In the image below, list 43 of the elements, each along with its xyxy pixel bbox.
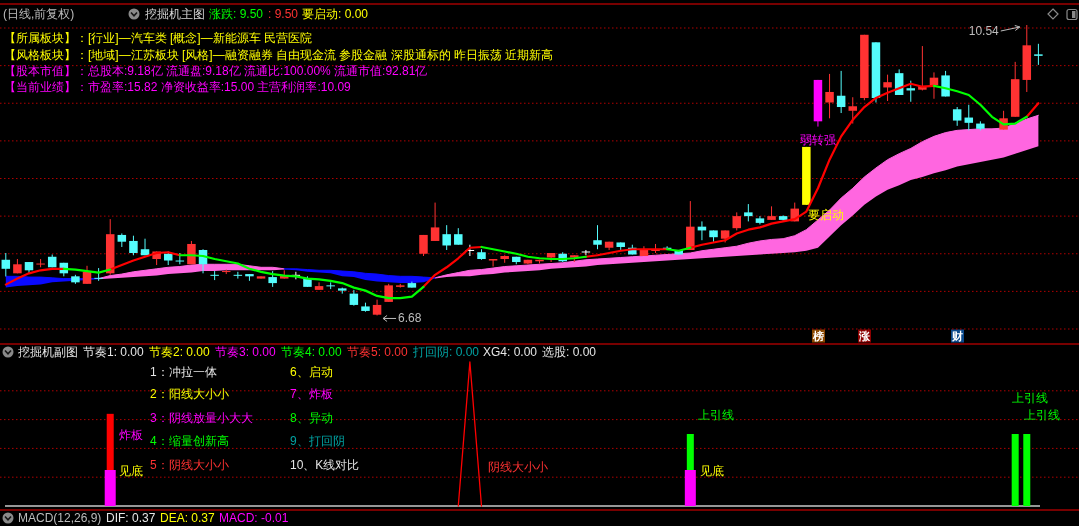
- text: 节奏2: 0.00: [149, 345, 211, 359]
- annotation: 【股本市值】：总股本:9.18亿 流通盘:9.18亿 流通比:100.00% 流通市值:92.81亿: [4, 64, 428, 78]
- text: 节奏5: 0.00: [347, 345, 409, 359]
- annotation: 【所属板块】：[行业]—汽车类 [概念]—新能源车 民营医院: [4, 31, 313, 45]
- annotation: 见底: [700, 464, 724, 478]
- annotation: 3：阴线放量小大大: [150, 411, 253, 425]
- annotation: 见底: [119, 464, 143, 478]
- annotation: 10、K线对比: [290, 458, 360, 472]
- text: MACD(12,26,9): [18, 511, 102, 525]
- text: 选股: 0.00: [542, 345, 597, 359]
- annotation: 4：缩量创新高: [150, 434, 229, 448]
- annotation: 阴线大小小: [488, 460, 548, 474]
- annotation: 1：冲拉一体: [150, 365, 217, 379]
- annotation: 7、炸板: [290, 387, 333, 401]
- annotation: 上引线: [698, 408, 734, 422]
- text: 节奏1: 0.00: [83, 345, 145, 359]
- text: 节奏3: 0.00: [215, 345, 277, 359]
- annotation: 上引线: [1012, 391, 1048, 405]
- annotation: 6、启动: [290, 365, 333, 379]
- chart-title: 挖掘机副图: [18, 345, 78, 359]
- annotation: 9、打回阴: [290, 434, 345, 448]
- annotation: 8、异动: [290, 411, 333, 425]
- chart-title: (日线,前复权): [3, 7, 75, 21]
- annotation: 5：阴线大小小: [150, 458, 229, 472]
- text: XG4: 0.00: [483, 345, 538, 359]
- text: MACD: -0.01: [219, 511, 289, 525]
- annotation: 【风格板块】：[地域]—江苏板块 [风格]—融资融券 自由现金流 参股金融 深股通标的 昨日振荡 近期新高: [4, 48, 554, 62]
- annotation: 6.68: [398, 311, 422, 326]
- annotation: 上引线: [1024, 408, 1060, 422]
- text: : 9.50: [268, 7, 299, 21]
- annotation: 2：阳线大小小: [150, 387, 229, 401]
- text: 打回阴: 0.00: [412, 345, 480, 359]
- annotation: 炸板: [119, 428, 143, 442]
- text: 要启动: 0.00: [302, 7, 369, 21]
- annotation: 【当前业绩】：市盈率:15.82 净资收益率:15.00 主营利润率:10.09: [4, 80, 352, 94]
- text: 节奏4: 0.00: [281, 345, 343, 359]
- annotation: 要启动: [808, 208, 844, 222]
- text: DIF: 0.37: [106, 511, 156, 525]
- text: DEA: 0.37: [160, 511, 216, 525]
- chart-subtitle: 挖掘机主图: [145, 7, 205, 21]
- annotation: 弱转强: [800, 133, 836, 147]
- annotation: 10.54: [968, 24, 1000, 38]
- text: 涨跌: 9.50: [209, 7, 264, 21]
